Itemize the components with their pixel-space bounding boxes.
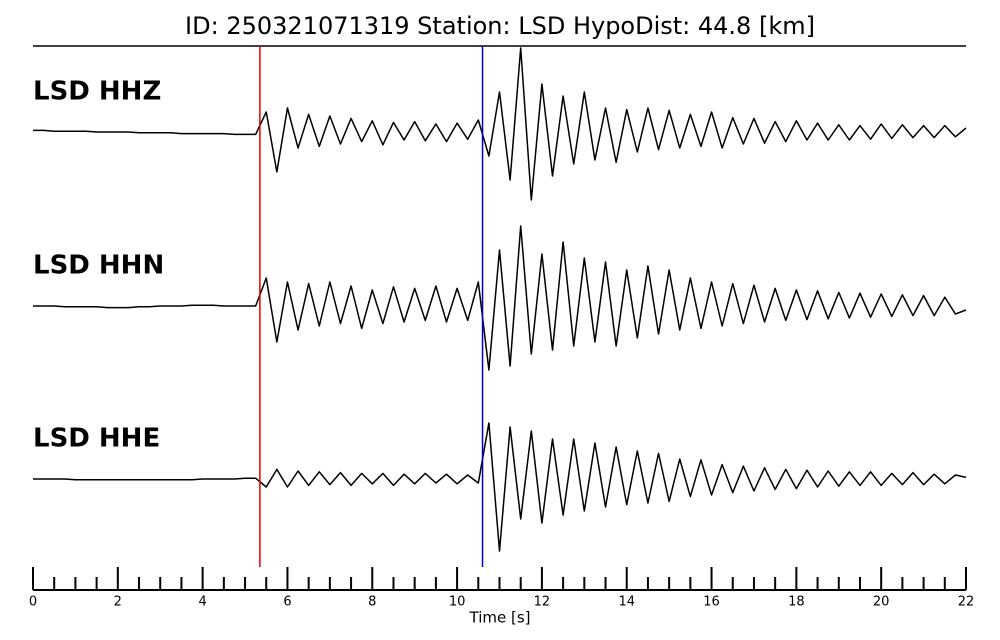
waveform (33, 47, 967, 201)
x-tick-label: 6 (283, 595, 291, 610)
x-tick-label: 22 (958, 595, 975, 610)
waveform (33, 422, 967, 552)
waveform (33, 225, 967, 371)
x-tick-label: 18 (788, 595, 805, 610)
x-tick-label: 20 (873, 595, 890, 610)
chart-title: ID: 250321071319 Station: LSD HypoDist: … (185, 12, 815, 40)
trace-label: LSD HHN (33, 251, 164, 281)
x-axis-label: Time [s] (469, 609, 531, 627)
x-tick-label: 10 (449, 595, 466, 610)
x-tick-label: 0 (29, 595, 37, 610)
trace-label: LSD HHE (33, 424, 160, 454)
trace-label: LSD HHZ (33, 77, 161, 107)
x-tick-label: 2 (114, 595, 122, 610)
x-tick-label: 8 (368, 595, 376, 610)
x-tick-label: 4 (198, 595, 206, 610)
x-tick-label: 12 (534, 595, 551, 610)
x-tick-label: 14 (618, 595, 635, 610)
x-tick-label: 16 (703, 595, 720, 610)
